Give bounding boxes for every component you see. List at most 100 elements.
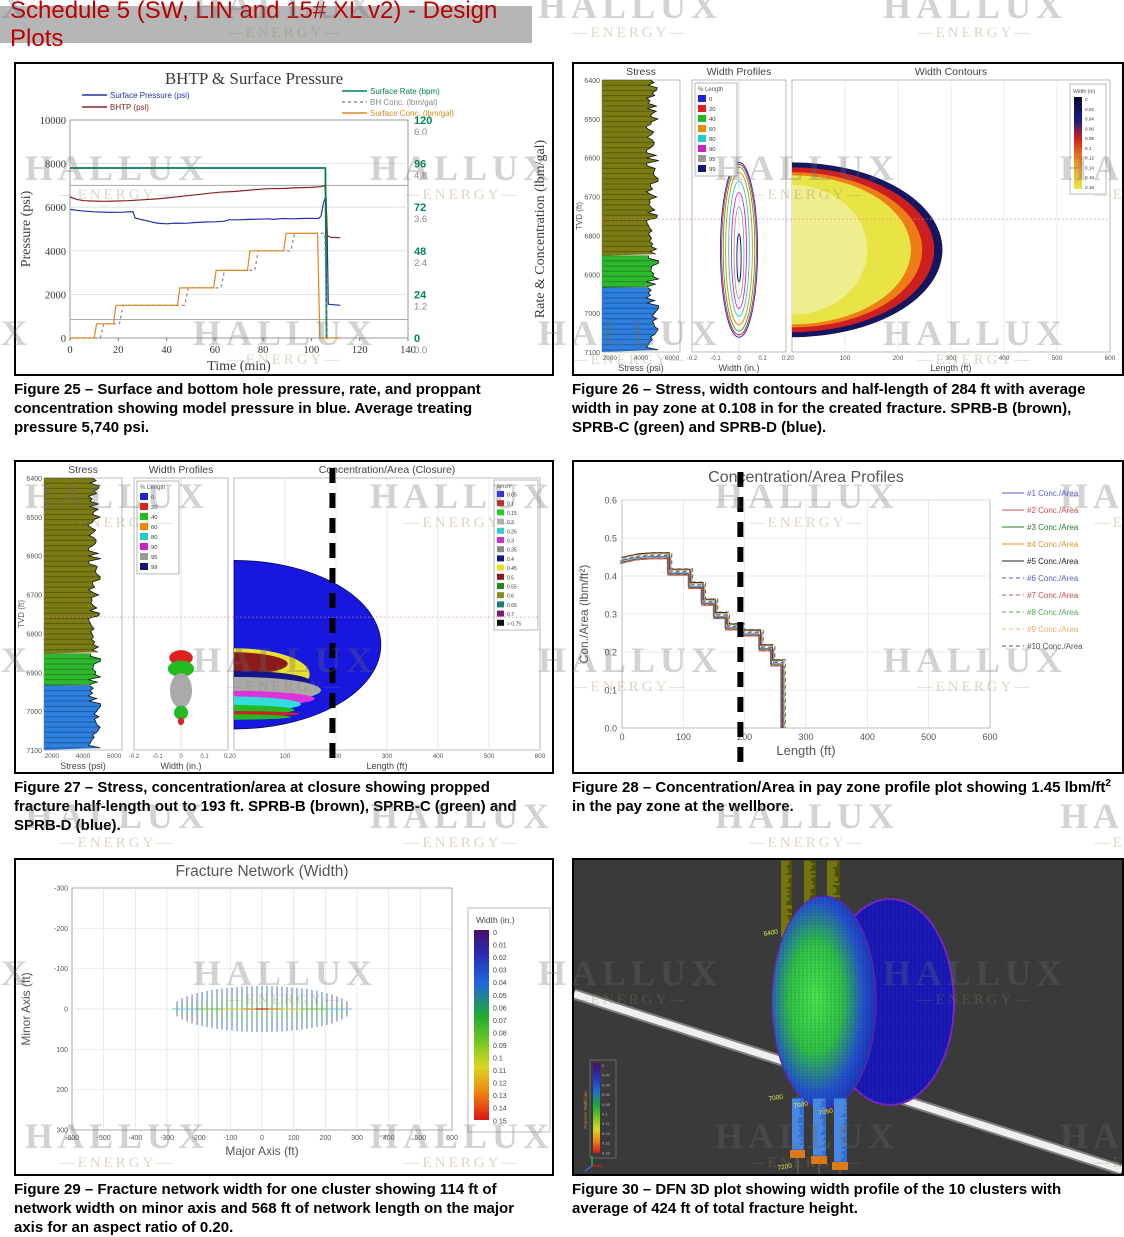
- svg-text:0.2: 0.2: [224, 754, 233, 760]
- svg-text:0: 0: [151, 495, 154, 501]
- svg-text:7100: 7100: [26, 748, 42, 755]
- svg-text:200: 200: [319, 1135, 331, 1142]
- svg-text:120: 120: [352, 345, 368, 356]
- svg-text:300: 300: [382, 753, 393, 760]
- svg-text:0.16: 0.16: [1085, 175, 1094, 180]
- svg-text:0.05: 0.05: [493, 993, 507, 1000]
- caption-figure27: Figure 27 – Stress, concentration/area a…: [14, 779, 517, 835]
- svg-text:90: 90: [709, 147, 715, 153]
- svg-text:-500: -500: [97, 1135, 111, 1142]
- svg-text:0.14: 0.14: [493, 1106, 507, 1113]
- svg-text:99: 99: [151, 565, 157, 571]
- page-title: Schedule 5 (SW, LIN and 15# XL v2) - Des…: [10, 0, 498, 52]
- svg-text:Width (in.): Width (in.): [476, 915, 515, 925]
- svg-text:4000: 4000: [634, 355, 649, 362]
- svg-text:80: 80: [709, 137, 715, 143]
- svg-text:4000: 4000: [45, 247, 66, 258]
- svg-text:6400: 6400: [26, 476, 42, 483]
- svg-text:0: 0: [602, 1063, 605, 1068]
- figure25-chart: BHTP & Surface Pressure02000400060008000…: [19, 69, 548, 374]
- svg-text:140: 140: [400, 345, 416, 356]
- figure28-frame: Concentration/Area Profiles 0.0 0.1 0.2 0.3 0…: [572, 460, 1124, 774]
- svg-text:#1 Conc./Area: #1 Conc./Area: [1027, 489, 1079, 498]
- svg-text:6600: 6600: [584, 156, 600, 163]
- svg-text:6900: 6900: [584, 272, 600, 279]
- svg-text:100: 100: [288, 1135, 300, 1142]
- svg-text:-200: -200: [192, 1135, 206, 1142]
- svg-text:400: 400: [383, 1135, 395, 1142]
- svg-text:0.05: 0.05: [507, 493, 517, 499]
- svg-text:0.2: 0.2: [604, 648, 617, 658]
- svg-text:6.0: 6.0: [414, 127, 427, 138]
- svg-text:6600: 6600: [26, 554, 42, 561]
- svg-text:-100: -100: [54, 966, 68, 973]
- svg-text:0.08: 0.08: [493, 1030, 507, 1037]
- svg-text:100: 100: [304, 345, 320, 356]
- svg-text:Stress (psi): Stress (psi): [60, 761, 106, 771]
- svg-text:0: 0: [61, 334, 66, 345]
- caption-figure28-text: Figure 28 – Concentration/Area in pay zo…: [572, 779, 1106, 796]
- svg-text:0.4: 0.4: [604, 572, 617, 582]
- caption-figure28-sup: 2: [1105, 778, 1111, 789]
- svg-text:3.6: 3.6: [414, 214, 427, 225]
- svg-text:TVD (ft): TVD (ft): [575, 202, 584, 230]
- svg-text:BHTP (psi): BHTP (psi): [110, 103, 149, 112]
- svg-text:7200: 7200: [777, 1162, 793, 1171]
- svg-text:0.5: 0.5: [507, 575, 514, 581]
- svg-text:4000: 4000: [76, 753, 91, 760]
- svg-text:0.06: 0.06: [493, 1005, 507, 1012]
- svg-text:8000: 8000: [45, 160, 66, 171]
- svg-text:600: 600: [535, 753, 546, 760]
- svg-text:Stress (psi): Stress (psi): [618, 363, 664, 373]
- svg-text:200: 200: [737, 732, 752, 742]
- figure28-chart: Concentration/Area Profiles 0.0 0.1 0.2 0.3 0…: [577, 469, 1083, 770]
- svg-text:0.3: 0.3: [604, 610, 617, 620]
- svg-text:Con./Area (lbm/ft²): Con./Area (lbm/ft²): [577, 565, 591, 664]
- figure25-frame: BHTP & Surface Pressure 0 2000 4000 6000 8000…: [14, 62, 554, 376]
- svg-text:Width Contours: Width Contours: [915, 66, 987, 78]
- svg-text:300: 300: [56, 1128, 68, 1135]
- svg-text:-300: -300: [160, 1135, 174, 1142]
- svg-text:0: 0: [232, 753, 236, 760]
- svg-text:#9 Conc./Area: #9 Conc./Area: [1027, 625, 1079, 634]
- svg-text:Fracture Width (in): Fracture Width (in): [583, 1091, 588, 1129]
- svg-text:0.2: 0.2: [507, 520, 514, 526]
- stress-zone-SPRB-C: [602, 255, 659, 288]
- svg-text:% Length: % Length: [698, 87, 723, 93]
- svg-text:0.02: 0.02: [602, 1073, 611, 1078]
- svg-text:48: 48: [414, 246, 426, 258]
- svg-text:-0.1: -0.1: [710, 356, 721, 362]
- svg-text:10000: 10000: [40, 116, 66, 127]
- svg-text:0.16: 0.16: [602, 1141, 611, 1146]
- fig28-series-1: [619, 556, 782, 728]
- fig28-series-4: [620, 553, 783, 728]
- svg-text:0.14: 0.14: [602, 1131, 611, 1136]
- svg-text:300: 300: [798, 732, 813, 742]
- svg-text:0.4: 0.4: [507, 557, 514, 563]
- svg-text:400: 400: [433, 753, 444, 760]
- svg-text:300: 300: [946, 355, 957, 362]
- caption-figure25: Figure 25 – Surface and bottom hole pres…: [14, 381, 481, 437]
- svg-text:0: 0: [1085, 97, 1088, 102]
- svg-text:0.6: 0.6: [604, 496, 617, 506]
- stress-zone-SPRB-D: [44, 685, 101, 750]
- svg-text:-300: -300: [54, 886, 68, 893]
- svg-text:0: 0: [414, 333, 420, 345]
- fig28-series-5: [621, 552, 784, 728]
- svg-text:6700: 6700: [26, 593, 42, 600]
- svg-text:0.12: 0.12: [493, 1081, 507, 1088]
- svg-text:0.1: 0.1: [1085, 146, 1092, 151]
- svg-text:400: 400: [999, 355, 1010, 362]
- figure29-chart: Fracture Network (Width) -600 -500 -400 -300…: [19, 863, 551, 1158]
- stress-zone-SPRB-B: [602, 80, 659, 256]
- svg-text:#5 Conc./Area: #5 Conc./Area: [1027, 557, 1079, 566]
- svg-text:0.15: 0.15: [493, 1118, 507, 1125]
- fig28-series-10: [623, 551, 786, 728]
- svg-text:60: 60: [210, 345, 221, 356]
- svg-text:80: 80: [258, 345, 269, 356]
- svg-text:0.02: 0.02: [1085, 107, 1094, 112]
- svg-text:lbm/ft²: lbm/ft²: [497, 484, 512, 490]
- svg-text:0.07: 0.07: [493, 1018, 507, 1025]
- fig28-series-7: [622, 558, 785, 728]
- svg-text:0.1: 0.1: [200, 754, 209, 760]
